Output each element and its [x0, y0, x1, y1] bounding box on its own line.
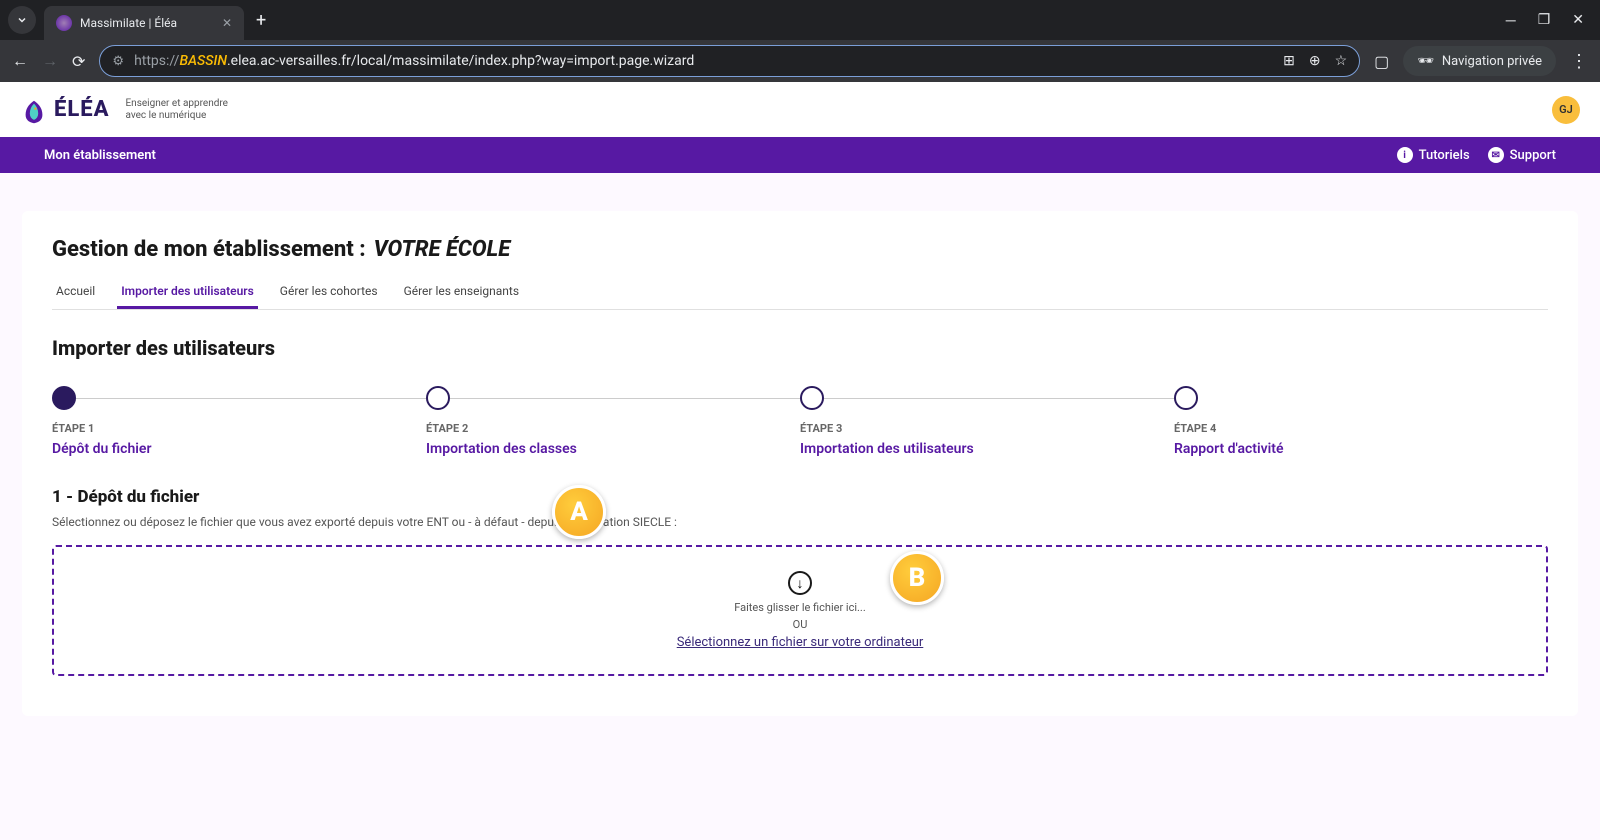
- school-name: VOTRE ÉCOLE: [374, 237, 511, 262]
- mail-icon: ✉: [1488, 147, 1504, 163]
- browser-nav-bar: ← → ⟳ ⚙ https://BASSIN.elea.ac-versaille…: [0, 40, 1600, 82]
- minimize-icon[interactable]: ─: [1506, 12, 1516, 29]
- page-content: ÉLÉA Enseigner et apprendre avec le numé…: [0, 82, 1600, 840]
- tab-accueil[interactable]: Accueil: [52, 276, 99, 309]
- drag-text: Faites glisser le fichier ici...: [78, 601, 1522, 614]
- step-circle: [800, 386, 824, 410]
- favicon: [56, 15, 72, 31]
- step-circle: [1174, 386, 1198, 410]
- reload-icon[interactable]: ⟳: [72, 52, 85, 71]
- maximize-icon[interactable]: ❐: [1538, 12, 1551, 29]
- nav-tutoriels[interactable]: i Tutoriels: [1397, 147, 1470, 163]
- url-path: .elea.ac-versailles.fr/local/massimilate…: [227, 53, 694, 69]
- user-avatar[interactable]: GJ: [1552, 96, 1580, 124]
- content-card: Gestion de mon établissement : VOTRE ÉCO…: [22, 211, 1578, 716]
- browser-menu-icon[interactable]: ⋮: [1570, 51, 1588, 72]
- tab-cohortes[interactable]: Gérer les cohortes: [276, 276, 382, 309]
- tab-importer[interactable]: Importer des utilisateurs: [117, 276, 258, 309]
- info-icon: i: [1397, 147, 1413, 163]
- bookmark-icon[interactable]: ☆: [1335, 53, 1348, 69]
- new-tab-button[interactable]: +: [256, 10, 266, 31]
- annotation-marker-a: A: [552, 485, 606, 539]
- incognito-icon: 🕶: [1417, 54, 1434, 69]
- step-circle: [426, 386, 450, 410]
- download-icon: ↓: [788, 571, 812, 595]
- or-text: OU: [78, 618, 1522, 631]
- nav-support[interactable]: ✉ Support: [1488, 147, 1556, 163]
- back-icon[interactable]: ←: [12, 51, 28, 71]
- browser-header: Massimilate | Éléa ✕ + ─ ❐ ✕: [0, 0, 1600, 40]
- step-4: ÉTAPE 4 Rapport d'activité: [1174, 386, 1548, 457]
- upload-subtext: Sélectionnez ou déposez le fichier que v…: [52, 515, 1548, 529]
- card-title: Gestion de mon établissement : VOTRE ÉCO…: [52, 237, 1548, 262]
- upload-title: 1 - Dépôt du fichier: [52, 487, 1548, 507]
- forward-icon[interactable]: →: [42, 51, 58, 71]
- main-navbar: Mon établissement i Tutoriels ✉ Support: [0, 137, 1600, 173]
- annotation-marker-b: B: [890, 551, 944, 605]
- tagline: Enseigner et apprendre avec le numérique: [125, 98, 228, 122]
- step-3: ÉTAPE 3 Importation des utilisateurs: [800, 386, 1174, 457]
- step-circle: [52, 386, 76, 410]
- site-settings-icon[interactable]: ⚙: [112, 54, 124, 69]
- window-controls: ─ ❐ ✕: [1506, 12, 1592, 29]
- tab-enseignants[interactable]: Gérer les enseignants: [400, 276, 523, 309]
- qr-icon[interactable]: ⊞: [1283, 53, 1295, 69]
- nav-my-establishment[interactable]: Mon établissement: [44, 148, 156, 163]
- incognito-badge[interactable]: 🕶 Navigation privée: [1403, 46, 1556, 76]
- url-protocol: https://: [134, 53, 179, 69]
- incognito-label: Navigation privée: [1442, 54, 1542, 69]
- step-2: ÉTAPE 2 Importation des classes: [426, 386, 800, 457]
- logo-icon: [20, 98, 44, 122]
- tab-search-icon[interactable]: [8, 6, 36, 34]
- address-bar[interactable]: ⚙ https://BASSIN.elea.ac-versailles.fr/l…: [99, 45, 1360, 77]
- app-topbar: ÉLÉA Enseigner et apprendre avec le numé…: [0, 82, 1600, 137]
- logo-text: ÉLÉA: [54, 97, 109, 122]
- zoom-icon[interactable]: ⊕: [1309, 53, 1321, 69]
- logo[interactable]: ÉLÉA Enseigner et apprendre avec le numé…: [20, 97, 228, 122]
- stepper: ÉTAPE 1 Dépôt du fichier ÉTAPE 2 Importa…: [52, 386, 1548, 457]
- browser-tab[interactable]: Massimilate | Éléa ✕: [44, 6, 244, 40]
- select-file-link[interactable]: Sélectionnez un fichier sur votre ordina…: [78, 635, 1522, 650]
- tab-row: Accueil Importer des utilisateurs Gérer …: [52, 276, 1548, 310]
- close-tab-icon[interactable]: ✕: [222, 16, 232, 30]
- step-1: ÉTAPE 1 Dépôt du fichier: [52, 386, 426, 457]
- file-dropzone[interactable]: ↓ Faites glisser le fichier ici... OU Sé…: [52, 545, 1548, 676]
- close-window-icon[interactable]: ✕: [1572, 12, 1584, 29]
- url-bassin: BASSIN: [179, 53, 227, 69]
- tab-title: Massimilate | Éléa: [80, 16, 177, 30]
- panel-icon[interactable]: ▢: [1374, 52, 1389, 71]
- section-title: Importer des utilisateurs: [52, 336, 1548, 360]
